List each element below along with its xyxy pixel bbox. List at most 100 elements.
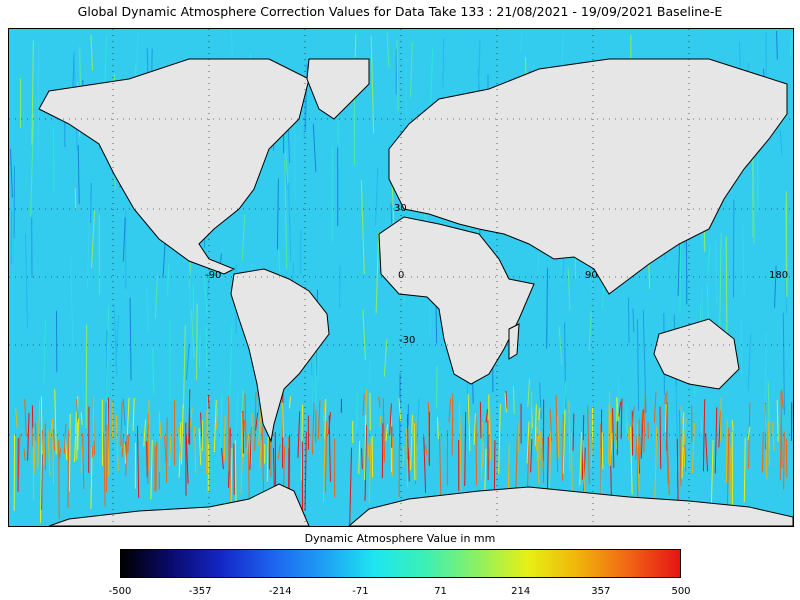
south-track-streak — [413, 422, 416, 481]
south-track-streak — [570, 431, 573, 494]
south-track-streak — [710, 440, 714, 504]
track-streak — [122, 217, 126, 262]
track-streak — [370, 36, 375, 134]
south-track-streak — [538, 407, 541, 421]
south-track-streak — [77, 418, 79, 451]
south-track-streak — [783, 431, 785, 490]
south-track-streak — [406, 428, 409, 488]
south-track-streak — [505, 390, 508, 409]
south-track-streak — [379, 416, 382, 428]
track-streak — [146, 285, 149, 332]
south-track-streak — [448, 398, 452, 422]
south-track-streak — [52, 428, 56, 451]
south-track-streak — [653, 392, 657, 424]
south-track-streak — [364, 414, 367, 480]
track-streak — [196, 303, 198, 381]
south-track-streak — [482, 442, 485, 468]
south-track-streak — [772, 422, 775, 451]
south-track-streak — [189, 407, 193, 427]
track-streak — [707, 244, 711, 273]
south-track-streak — [282, 402, 284, 438]
south-track-streak — [654, 426, 658, 501]
south-track-streak — [324, 421, 328, 493]
south-track-streak — [261, 425, 265, 496]
south-track-streak — [358, 440, 361, 474]
track-streak — [122, 398, 126, 427]
south-track-streak — [542, 437, 545, 484]
south-track-streak — [484, 448, 487, 496]
south-track-streak — [635, 435, 638, 460]
south-track-streak — [402, 446, 405, 468]
south-track-streak — [451, 417, 454, 435]
track-streak — [105, 305, 110, 403]
track-streak — [284, 150, 289, 186]
track-streak — [198, 334, 201, 367]
south-track-streak — [240, 447, 243, 494]
south-track-streak — [64, 437, 68, 460]
track-streak — [203, 275, 208, 317]
south-track-streak — [82, 433, 85, 489]
south-track-streak — [764, 403, 768, 479]
track-streak — [129, 297, 132, 381]
south-track-streak — [364, 424, 368, 501]
track-streak — [747, 333, 752, 392]
track-streak — [390, 203, 393, 224]
lon-label-neg90: -90 — [205, 270, 222, 281]
track-streak — [91, 210, 95, 268]
map-title: Global Dynamic Atmosphere Correction Val… — [77, 4, 723, 19]
south-track-streak — [37, 400, 41, 469]
south-track-streak — [536, 426, 540, 485]
south-track-streak — [620, 398, 623, 439]
south-track-streak — [76, 399, 79, 423]
south-track-streak — [479, 401, 482, 439]
south-track-streak — [631, 406, 635, 427]
south-track-streak — [725, 419, 728, 483]
madagascar-landmass — [508, 323, 520, 360]
south-track-streak — [683, 418, 687, 445]
south-track-streak — [328, 415, 331, 482]
south-track-streak — [194, 426, 197, 473]
south-track-streak — [684, 445, 687, 472]
south-track-streak — [381, 423, 384, 479]
australia-landmass — [653, 318, 740, 390]
track-streak — [742, 223, 745, 297]
south-track-streak — [526, 421, 530, 464]
track-streak — [85, 325, 88, 429]
greenland-landmass — [306, 58, 370, 120]
track-streak — [90, 35, 94, 71]
track-streak — [386, 32, 390, 68]
south-track-streak — [389, 403, 392, 436]
graticule — [9, 29, 793, 526]
south-track-streak — [781, 389, 784, 410]
south-track-streak — [127, 434, 130, 454]
south-track-streak — [106, 399, 110, 477]
south-track-streak — [311, 402, 315, 455]
south-track-streak — [80, 412, 83, 425]
south-track-streak — [719, 397, 722, 442]
south-track-streak — [247, 435, 250, 506]
south-track-streak — [67, 429, 70, 509]
antarctica-landmass — [48, 483, 310, 526]
track-streak — [9, 148, 13, 198]
south-track-streak — [572, 413, 575, 451]
south-track-streak — [579, 431, 583, 486]
south-track-streak — [80, 445, 83, 473]
track-streak — [539, 382, 542, 419]
track-streak — [767, 381, 771, 450]
south-track-streak — [24, 399, 27, 437]
south-track-streak — [616, 397, 619, 421]
track-streak — [632, 308, 635, 332]
south-track-streak — [398, 397, 402, 421]
southern-ocean-bands — [13, 389, 793, 526]
south-track-streak — [324, 398, 327, 440]
south-track-streak — [68, 413, 71, 492]
south-track-streak — [198, 428, 202, 465]
track-streak — [90, 182, 92, 223]
south-track-streak — [39, 443, 43, 524]
south-track-streak — [731, 420, 734, 431]
track-streak — [362, 309, 366, 361]
south-track-streak — [382, 398, 386, 463]
south-track-streak — [779, 414, 782, 481]
south-track-streak — [643, 392, 646, 454]
track-streak — [312, 123, 317, 172]
